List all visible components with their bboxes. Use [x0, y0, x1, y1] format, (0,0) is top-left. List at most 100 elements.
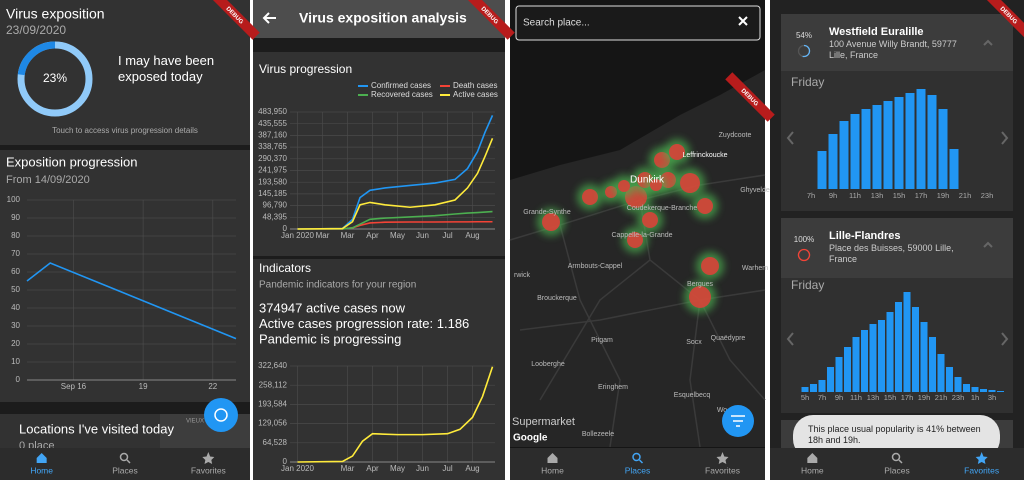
x-tick-label: 9h: [829, 191, 837, 200]
screen-title: Virus exposition: [6, 6, 105, 22]
x-tick-label: 19h: [918, 393, 931, 402]
place-name: Westfield Euralille: [829, 26, 924, 38]
place-card-header[interactable]: [781, 14, 1013, 71]
data-line: [297, 138, 494, 230]
y-tick-label: 258,112: [259, 380, 288, 389]
toast-message: This place usual popularity is 41% betwe…: [808, 424, 981, 445]
search-icon: [119, 452, 129, 462]
heat-spot: [582, 189, 598, 205]
place-label: Esquelbecq: [674, 392, 711, 399]
search-box[interactable]: [515, 5, 761, 41]
nav-label[interactable]: Places: [884, 465, 910, 475]
place-label: Looberghe: [531, 361, 565, 368]
bar: [886, 312, 894, 392]
fab[interactable]: [204, 398, 238, 432]
card-subtitle: Pandemic indicators for your region: [259, 280, 416, 291]
nav-label[interactable]: Places: [112, 465, 138, 475]
y-tick-label: 10: [11, 357, 20, 366]
y-tick-label: 40: [11, 303, 20, 312]
nav-label[interactable]: Home: [801, 465, 824, 475]
bar: [971, 387, 979, 392]
card-title: Virus progression: [259, 62, 352, 76]
y-tick-label: 80: [11, 231, 20, 240]
data-line: [297, 366, 494, 463]
star-icon: [975, 452, 988, 464]
bar: [861, 330, 868, 392]
x-tick-label: Mar: [316, 231, 330, 240]
exposition-card[interactable]: [0, 0, 250, 145]
bar: [810, 384, 817, 392]
search-icon: [632, 452, 641, 462]
bar: [801, 387, 809, 392]
day-label: Friday: [791, 75, 824, 89]
bar: [844, 347, 851, 392]
nav-label[interactable]: Home: [30, 465, 53, 475]
nav-label[interactable]: Favorites: [964, 465, 999, 475]
y-tick-label: 387,160: [258, 131, 287, 140]
heat-spot: [542, 213, 560, 231]
bar: [980, 389, 987, 392]
back-icon[interactable]: [262, 12, 276, 24]
y-tick-label: 48,395: [263, 212, 288, 221]
x-tick-label: Jul: [442, 231, 452, 240]
map-attribution: Google: [513, 433, 548, 444]
y-tick-label: 0: [16, 375, 21, 384]
bar: [828, 134, 838, 189]
x-tick-label: 13h: [867, 393, 880, 402]
bar: [883, 101, 893, 189]
x-tick-label: Jun: [416, 231, 429, 240]
x-tick-label: May: [390, 464, 405, 473]
x-tick-label: Sep 16: [61, 382, 87, 391]
place-address: Place des Buisses, 59000 Lille, France: [829, 243, 954, 264]
place-label: Warhem: [742, 265, 768, 272]
bar: [905, 93, 915, 189]
nav-label[interactable]: Home: [541, 465, 564, 475]
heat-spot: [650, 179, 662, 191]
indicators-card: [253, 259, 505, 480]
nav-label[interactable]: Favorites: [705, 465, 740, 475]
x-tick-label: May: [390, 231, 405, 240]
bar: [839, 121, 849, 189]
day-label: Friday: [791, 278, 824, 292]
y-tick-label: 100: [7, 195, 21, 204]
bar: [872, 105, 882, 189]
place-name: Lille-Flandres: [829, 230, 901, 242]
chart-arrows[interactable]: [786, 39, 1009, 346]
x-tick-label: Jun: [416, 464, 429, 473]
card-subtitle: From 14/09/2020: [6, 174, 90, 186]
y-tick-label: 145,185: [258, 189, 287, 198]
y-tick-label: 193,580: [258, 177, 287, 186]
place-label: rwick: [514, 272, 530, 279]
legend-label: Recovered cases: [371, 90, 433, 99]
home-icon: [547, 453, 558, 463]
bar: [946, 367, 953, 392]
clear-icon[interactable]: [738, 16, 748, 26]
heat-spot: [669, 144, 685, 160]
place-label: Quaëdypre: [711, 335, 746, 342]
x-tick-label: 21h: [959, 191, 972, 200]
map-land: [510, 70, 765, 447]
debug-ribbon: [210, 0, 260, 40]
x-tick-label: 9h: [835, 393, 843, 402]
y-tick-label: 90: [11, 213, 20, 222]
search-icon: [891, 452, 901, 462]
place-label: Cappelle-la-Grande: [611, 232, 672, 239]
category-label: Supermarket: [512, 416, 575, 428]
y-tick-label: 193,584: [258, 400, 287, 409]
popularity-ring: [802, 44, 811, 58]
y-tick-label: 338,765: [258, 142, 287, 151]
x-tick-label: 15h: [893, 191, 906, 200]
heat-spot: [701, 257, 719, 275]
x-tick-label: 7h: [818, 393, 826, 402]
nav-label[interactable]: Favorites: [191, 465, 226, 475]
bar: [912, 307, 919, 392]
popularity-ring: [797, 248, 811, 262]
place-label: Grande-Synthe: [523, 209, 571, 216]
nav-label[interactable]: Places: [625, 465, 651, 475]
place-card-header[interactable]: [781, 218, 1013, 278]
bar: [878, 320, 885, 392]
y-tick-label: 0: [283, 224, 288, 233]
bar: [827, 367, 834, 392]
x-tick-label: Jan 2020: [281, 231, 314, 240]
progression-card: [0, 150, 250, 402]
